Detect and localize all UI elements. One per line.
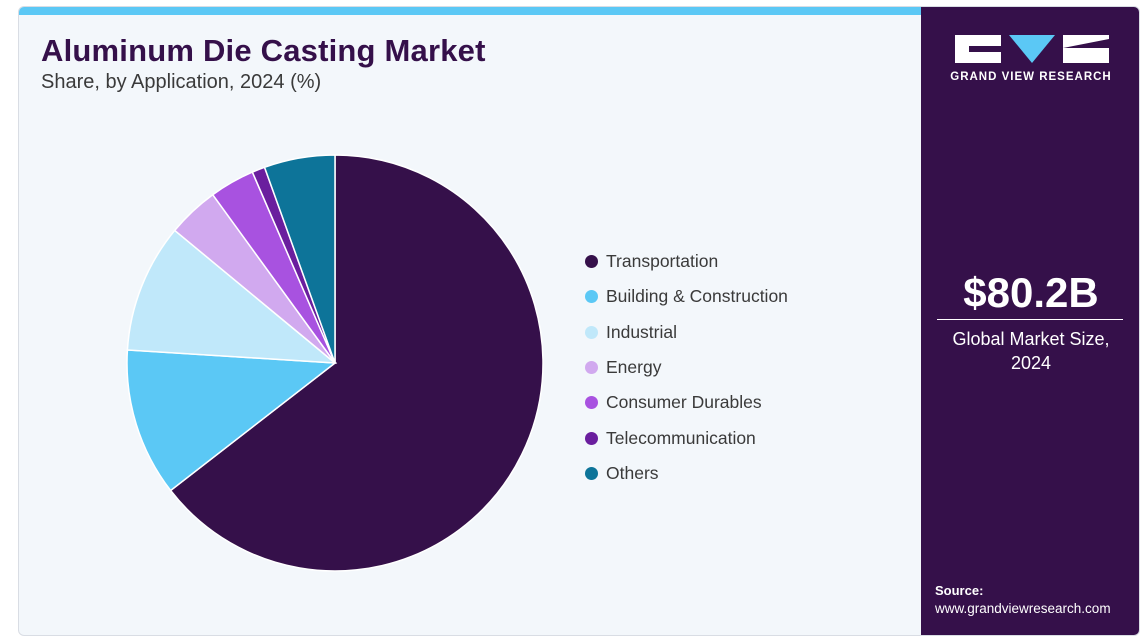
legend-dot	[585, 361, 598, 375]
info-sidebar: GRAND VIEW RESEARCH $80.2B Global Market…	[921, 7, 1139, 635]
legend-dot	[585, 466, 598, 480]
legend-dot	[585, 325, 598, 339]
legend-label: Others	[606, 462, 659, 483]
legend-dot	[585, 255, 598, 269]
legend-label: Transportation	[606, 251, 719, 272]
legend-item: Others	[585, 456, 788, 491]
source-label: Source:	[935, 583, 984, 598]
legend-item: Industrial	[585, 315, 788, 350]
source-link[interactable]: www.grandviewresearch.com	[935, 601, 1111, 616]
caption-line-1: Global Market Size,	[952, 329, 1110, 349]
chart-legend: Transportation Building & Construction Ind…	[585, 244, 788, 491]
pie-chart	[126, 154, 544, 572]
legend-label: Consumer Durables	[606, 392, 762, 413]
pie-slice-building-construction	[126, 349, 338, 492]
pie-slice-others	[263, 154, 336, 364]
legend-dot	[585, 431, 598, 445]
legend-item: Telecommunication	[585, 420, 788, 455]
legend-dot	[585, 396, 598, 410]
caption-line-2: 2024	[1010, 353, 1052, 373]
chart-card: Aluminum Die Casting Market Share, by Ap…	[18, 6, 1140, 636]
legend-label: Telecommunication	[606, 427, 756, 448]
chart-subtitle: Share, by Application, 2024 (%)	[41, 71, 322, 93]
chart-title: Aluminum Die Casting Market	[41, 33, 486, 68]
pie-slice-industrial	[126, 229, 338, 364]
divider	[937, 319, 1123, 320]
market-size-caption: Global Market Size, 2024	[921, 327, 1139, 375]
legend-item: Building & Construction	[585, 279, 788, 314]
accent-bar	[19, 7, 921, 15]
legend-label: Energy	[606, 357, 662, 378]
legend-item: Consumer Durables	[585, 385, 788, 420]
legend-dot	[585, 290, 598, 304]
legend-label: Building & Construction	[606, 286, 788, 307]
pie-slice-transportation	[169, 154, 544, 572]
legend-item: Energy	[585, 350, 788, 385]
market-size-value: $80.2B	[963, 269, 1099, 316]
gvr-logo	[955, 35, 1109, 63]
legend-label: Industrial	[606, 321, 678, 342]
legend-item: Transportation	[585, 244, 788, 279]
brand-name: GRAND VIEW RESEARCH	[950, 71, 1112, 83]
